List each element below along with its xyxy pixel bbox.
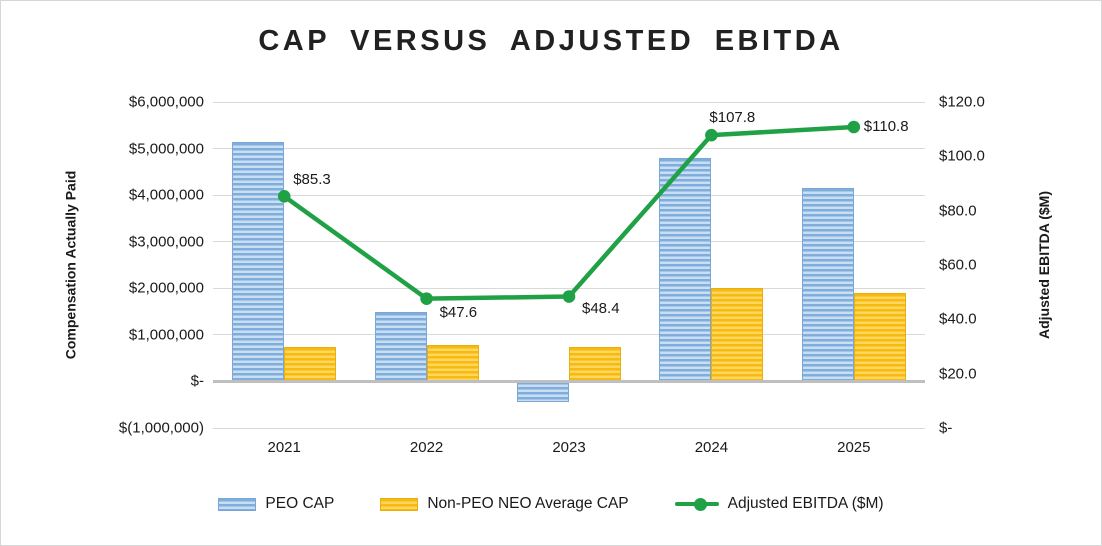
left-axis-tick-label: $6,000,000 [128, 93, 204, 111]
green-line-swatch-icon [674, 497, 719, 511]
chart-title: CAP VERSUS ADJUSTED EBITDA [258, 25, 844, 57]
left-axis-tick-label: $4,000,000 [128, 186, 204, 204]
legend-label: Adjusted EBITDA ($M) [727, 495, 884, 512]
left-axis-title: Compensation Actually Paid [53, 102, 87, 428]
legend-item-non-peo-neo-average-cap: Non-PEO NEO Average CAP [380, 495, 629, 513]
line-marker-2021 [277, 189, 291, 203]
right-axis-title: Adjusted EBITDA ($M) [1027, 102, 1061, 428]
category-label-2021: 2021 [267, 439, 301, 456]
plot-area: $85.3 $47.6 $48.4 $107.8 $110.8 [213, 101, 925, 429]
right-axis-tick-label: $80.0 [939, 202, 977, 220]
right-axis-tick-label: $40.0 [939, 310, 977, 328]
adjusted-ebitda-line [277, 120, 861, 305]
gridline [213, 241, 925, 243]
left-axis-tick-label: $3,000,000 [128, 233, 204, 251]
data-label-2022: $47.6 [439, 303, 478, 321]
line-marker-2022 [420, 292, 433, 305]
zero-axis-line [213, 379, 925, 383]
gridline [213, 101, 925, 103]
data-label-2025: $110.8 [863, 117, 909, 135]
line-marker-2023 [562, 290, 576, 303]
gridline [213, 287, 925, 289]
category-label-2024: 2024 [694, 439, 729, 456]
bar-peo-cap-2021 [232, 141, 285, 382]
right-axis-tick-label: $120.0 [939, 93, 985, 111]
left-axis-tick-label: $2,000,000 [128, 279, 204, 297]
bar-non-peo-neo-cap-2025 [853, 292, 906, 382]
data-label-2024: $107.8 [709, 109, 756, 127]
bar-peo-cap-2025 [801, 188, 854, 382]
legend-item-adjusted-ebitda: Adjusted EBITDA ($M) [674, 495, 884, 513]
yellow-swatch-icon [380, 497, 419, 511]
line-stroke [282, 124, 854, 301]
line-marker-2024 [705, 128, 718, 142]
data-label-2023: $48.4 [582, 299, 620, 317]
left-axis-tick-label: $5,000,000 [128, 140, 204, 158]
legend-line-marker [693, 497, 707, 511]
legend-label: Non-PEO NEO Average CAP [427, 495, 629, 512]
bar-peo-cap-2024 [659, 157, 712, 382]
gridline [213, 148, 925, 150]
gridline [213, 334, 925, 336]
gridline [213, 427, 925, 429]
legend: PEO CAP Non-PEO NEO Average CAP Adjusted E… [1, 495, 1101, 513]
right-axis-tick-label: $100.0 [939, 147, 985, 165]
left-axis-tick-label: $- [190, 372, 204, 390]
bar-non-peo-neo-cap-2021 [284, 346, 337, 382]
right-axis-tick-label: $20.0 [939, 365, 977, 383]
blue-swatch-icon [218, 497, 257, 511]
left-axis-title-text: Compensation Actually Paid [62, 170, 79, 360]
category-label-2022: 2022 [409, 439, 444, 456]
right-axis-tick-label: $60.0 [939, 256, 977, 274]
legend-label: PEO CAP [265, 495, 335, 512]
bar-peo-cap-2022 [374, 311, 427, 382]
right-axis-tick-label: $- [939, 419, 953, 437]
legend-item-peo-cap: PEO CAP [218, 495, 334, 513]
category-label-2023: 2023 [552, 439, 586, 456]
category-label-2025: 2025 [837, 439, 871, 456]
right-axis-title-text: Adjusted EBITDA ($M) [1036, 190, 1053, 340]
left-axis-tick-label: $(1,000,000) [118, 419, 204, 437]
left-axis-tick-label: $1,000,000 [128, 326, 204, 344]
line-marker-2025 [847, 120, 861, 134]
data-label-2021: $85.3 [293, 171, 331, 189]
gridline [213, 194, 925, 196]
